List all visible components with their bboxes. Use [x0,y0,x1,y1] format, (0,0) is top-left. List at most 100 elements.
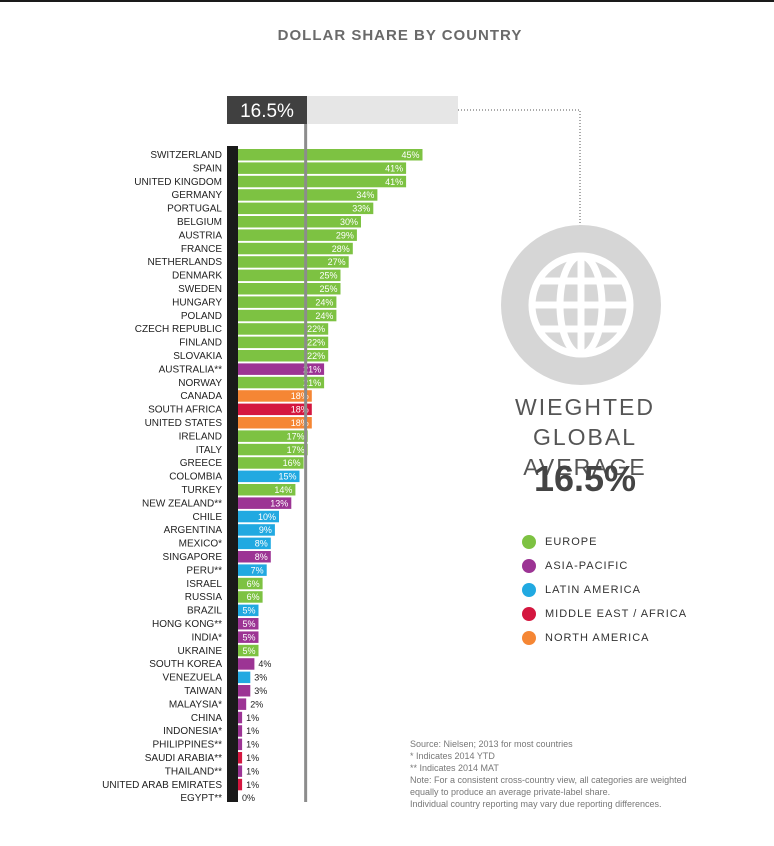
bar-category-label: GREECE [180,458,223,469]
bar [238,229,357,241]
bar-category-label: NETHERLANDS [148,257,223,268]
bar-value-label: 33% [352,204,370,214]
bar [238,618,259,630]
bar-category-label: NORWAY [178,378,222,389]
bar [238,524,275,536]
bar [238,577,263,590]
bar-value-label: 9% [259,525,272,535]
bar-category-label: SWITZERLAND [150,150,222,161]
bar-value-label: 41% [385,177,403,187]
bar [238,242,353,255]
bar-value-label: 10% [258,512,276,522]
bar-category-label: BRAZIL [187,606,222,617]
bar-value-label: 1% [246,766,259,776]
legend-swatch [522,607,536,621]
legend-swatch [522,559,536,573]
bar-value-label: 3% [254,673,267,683]
bar-value-label: 1% [246,713,259,723]
bar [238,778,243,791]
bar-value-label: 8% [255,552,268,562]
bar [238,216,361,228]
bar-value-label: 1% [246,740,259,750]
bar-value-label: 8% [255,539,268,549]
legend-item-middle-east-africa: MIDDLE EAST / AFRICA [522,602,687,626]
bar-value-label: 0% [242,793,255,803]
bar [238,149,423,161]
bar-category-label: DENMARK [172,271,222,282]
bar-category-label: HUNGARY [172,297,222,308]
bar [238,390,312,402]
bar-value-label: 41% [385,163,403,173]
bar-value-label: 17% [287,431,305,441]
bars-layer: SWITZERLAND 45% SPAIN 41% UNITED KINGDOM 41% G… [102,149,423,804]
bar-value-label: 3% [254,686,267,696]
bar-value-label: 24% [315,297,333,307]
bar [238,537,271,550]
bar-value-label: 45% [401,150,419,160]
bar [238,658,255,670]
bar [238,189,378,201]
bar-value-label: 6% [247,592,260,602]
bar-value-label: 5% [242,606,255,616]
bar-category-label: ARGENTINA [164,525,223,536]
bar-category-label: MEXICO* [179,539,222,550]
bar-category-label: CHILE [193,512,223,523]
bar-value-label: 1% [246,753,259,763]
bar [238,350,329,362]
bar [238,296,337,308]
globe-icon [501,225,661,385]
bar-category-label: VENEZUELA [163,673,223,684]
bar [238,551,271,563]
bar [238,765,243,777]
bar-category-label: SINGAPORE [163,552,223,563]
bar-value-label: 6% [247,579,260,589]
note-method-cont: equally to produce an average private-la… [410,787,611,797]
legend-label: NORTH AMERICA [545,632,650,644]
bar-value-label: 28% [332,244,350,254]
bar-category-label: AUSTRALIA** [159,364,222,375]
bar [238,283,341,295]
legend-label: ASIA-PACIFIC [545,560,629,572]
bar [238,443,308,456]
bar-value-label: 34% [356,190,374,200]
bar [238,175,407,188]
bar [238,417,312,429]
legend-item-europe: EUROPE [522,530,687,554]
bar-category-label: IRELAND [179,431,222,442]
globe-value: 16.5% [533,458,637,499]
bar [238,256,349,268]
bar-value-label: 2% [250,699,263,709]
bar-category-label: SOUTH AFRICA [148,405,222,416]
bar-category-label: SPAIN [193,163,222,174]
bar-category-label: FINLAND [179,338,222,349]
legend-label: LATIN AMERICA [545,584,641,596]
bar-value-label: 7% [251,565,264,575]
bar-value-label: 30% [340,217,358,227]
bar-category-label: THAILAND** [165,766,222,777]
bar [238,309,337,322]
bar [238,430,308,442]
bar-value-label: 21% [303,364,321,374]
legend: EUROPE ASIA-PACIFIC LATIN AMERICA MIDDLE… [522,530,687,650]
bar-category-label: COLOMBIA [169,472,222,483]
bar-category-label: CANADA [180,391,222,402]
bar [238,685,251,697]
bar [238,470,300,483]
bar-value-label: 5% [242,646,255,656]
bar [238,725,243,737]
bar-category-label: UNITED STATES [145,418,223,429]
bar [238,564,267,576]
bar [238,484,296,496]
legend-label: MIDDLE EAST / AFRICA [545,608,688,620]
bar-value-label: 1% [246,780,259,790]
bar-category-label: ISRAEL [186,579,222,590]
bar-category-label: PERU** [186,565,222,576]
chart-title: DOLLAR SHARE BY COUNTRY [277,27,523,44]
average-box [227,96,307,124]
bar [238,323,329,335]
bar [238,698,247,710]
bar-value-label: 29% [336,230,354,240]
legend-label: EUROPE [545,536,598,548]
bar-value-label: 1% [246,726,259,736]
bar-value-label: 17% [287,445,305,455]
